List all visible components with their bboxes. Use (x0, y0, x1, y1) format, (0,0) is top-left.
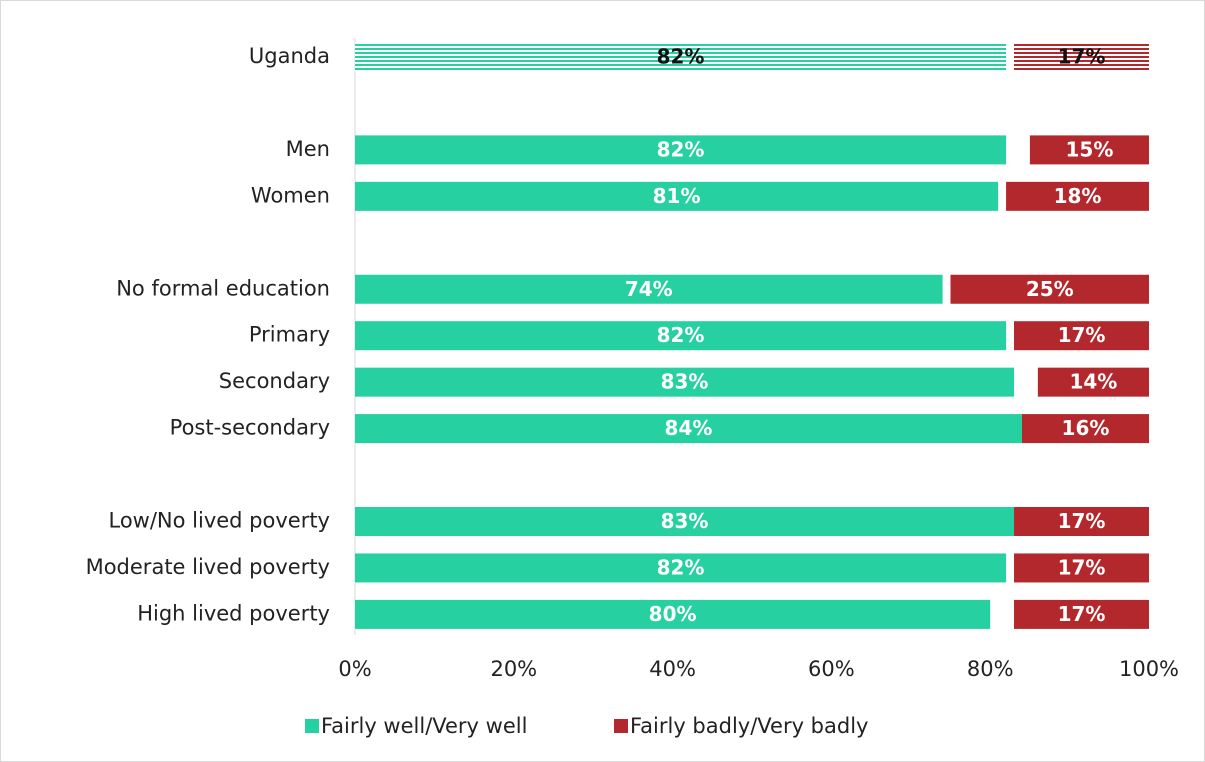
x-tick-label: 60% (808, 657, 855, 681)
bar (1037, 367, 1149, 397)
value-label: 14% (1069, 370, 1117, 394)
bar (355, 507, 1015, 536)
bar (1006, 181, 1149, 211)
y-tick-label: No formal education (116, 276, 330, 300)
bar (1014, 599, 1149, 629)
bar (1014, 42, 1149, 72)
legend-label: Fairly well/Very well (321, 714, 527, 738)
value-label: 81% (653, 184, 701, 208)
value-label: 17% (1058, 323, 1106, 347)
value-label: 82% (657, 555, 705, 579)
y-tick-label: Uganda (249, 44, 330, 68)
y-tick-label: Secondary (219, 369, 330, 393)
value-label: 83% (661, 370, 709, 394)
value-label: 16% (1062, 416, 1110, 440)
bar (1021, 414, 1149, 444)
x-tick-label: 40% (649, 657, 696, 681)
y-tick-label: Low/No lived poverty (108, 509, 330, 533)
value-label: 74% (625, 277, 673, 301)
x-tick-label: 80% (967, 657, 1014, 681)
bar (355, 367, 1015, 397)
x-tick-label: 0% (338, 657, 371, 681)
bar (1014, 321, 1149, 351)
bar (1014, 553, 1149, 583)
x-tick-label: 20% (490, 657, 537, 681)
bar (355, 321, 1007, 351)
bar (355, 181, 999, 211)
bar (355, 414, 1022, 444)
value-label: 18% (1054, 184, 1102, 208)
value-label: 25% (1026, 277, 1074, 301)
bar (355, 274, 943, 304)
y-tick-label: Post-secondary (170, 416, 330, 440)
legend-label: Fairly badly/Very badly (630, 714, 868, 738)
value-label: 15% (1066, 137, 1114, 161)
y-tick-label: Primary (249, 323, 330, 347)
y-tick-label: High lived poverty (137, 601, 330, 625)
value-label: 82% (657, 45, 705, 69)
bar (355, 553, 1007, 583)
bar (355, 599, 991, 629)
bar (1029, 135, 1149, 165)
value-label: 17% (1058, 602, 1106, 626)
y-tick-label: Men (286, 137, 330, 161)
y-tick-label: Women (251, 183, 330, 207)
value-label: 17% (1058, 509, 1106, 533)
value-label: 80% (649, 602, 697, 626)
value-label: 84% (665, 416, 713, 440)
bar (355, 135, 1007, 165)
value-label: 82% (657, 323, 705, 347)
x-tick-label: 100% (1119, 657, 1179, 681)
y-tick-label: Moderate lived poverty (86, 555, 330, 579)
value-label: 83% (661, 509, 709, 533)
value-label: 17% (1058, 45, 1106, 69)
value-label: 82% (657, 137, 705, 161)
bar (950, 274, 1149, 304)
bar (1014, 507, 1149, 536)
legend-swatch (305, 719, 319, 733)
value-label: 17% (1058, 555, 1106, 579)
bar (355, 42, 1007, 72)
legend-swatch (614, 719, 628, 733)
